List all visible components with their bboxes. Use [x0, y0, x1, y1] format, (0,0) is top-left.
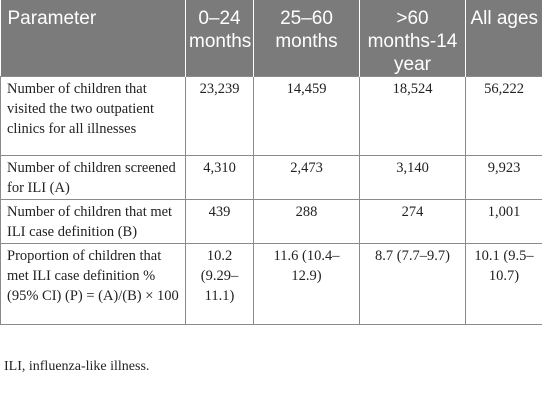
cell-25-60-months: 2,473 [253, 155, 360, 200]
cell-60-months-14-year: 274 [359, 199, 466, 244]
cell-all-ages: 10.1 (9.5–10.7) [465, 243, 542, 325]
table-header: Parameter 0–24 months 25–60 months >60 m… [0, 0, 542, 77]
row-parameter: Number of children that visited the two … [0, 76, 186, 156]
table-row: Proportion of children that met ILI case… [0, 243, 542, 325]
cell-all-ages: 9,923 [465, 155, 542, 200]
cell-0-24-months: 439 [185, 199, 254, 244]
table-footnote: ILI, influenza-like illness. [4, 359, 150, 374]
header-row: Parameter 0–24 months 25–60 months >60 m… [0, 0, 542, 77]
cell-all-ages: 1,001 [465, 199, 542, 244]
header-parameter: Parameter [0, 0, 186, 77]
row-parameter: Number of children that met ILI case def… [0, 199, 186, 244]
header-25-60-months: 25–60 months [253, 0, 360, 77]
table-body: Number of children that visited the two … [0, 76, 542, 325]
cell-25-60-months: 14,459 [253, 76, 360, 156]
cell-25-60-months: 11.6 (10.4–12.9) [253, 243, 360, 325]
data-table: Parameter 0–24 months 25–60 months >60 m… [0, 0, 542, 325]
table-row: Number of children that met ILI case def… [0, 199, 542, 244]
cell-0-24-months: 4,310 [185, 155, 254, 200]
row-parameter: Number of children screened for ILI (A) [0, 155, 186, 200]
table-row: Number of children screened for ILI (A) … [0, 155, 542, 200]
cell-all-ages: 56,222 [465, 76, 542, 156]
cell-60-months-14-year: 3,140 [359, 155, 466, 200]
cell-60-months-14-year: 8.7 (7.7–9.7) [359, 243, 466, 325]
header-all-ages: All ages [465, 0, 542, 77]
cell-60-months-14-year: 18,524 [359, 76, 466, 156]
cell-0-24-months: 10.2 (9.29–11.1) [185, 243, 254, 325]
row-parameter: Proportion of children that met ILI case… [0, 243, 186, 325]
cell-25-60-months: 288 [253, 199, 360, 244]
header-0-24-months: 0–24 months [185, 0, 254, 77]
table-row: Number of children that visited the two … [0, 76, 542, 156]
header-60-months-14-year: >60 months-14 year [359, 0, 466, 77]
cell-0-24-months: 23,239 [185, 76, 254, 156]
